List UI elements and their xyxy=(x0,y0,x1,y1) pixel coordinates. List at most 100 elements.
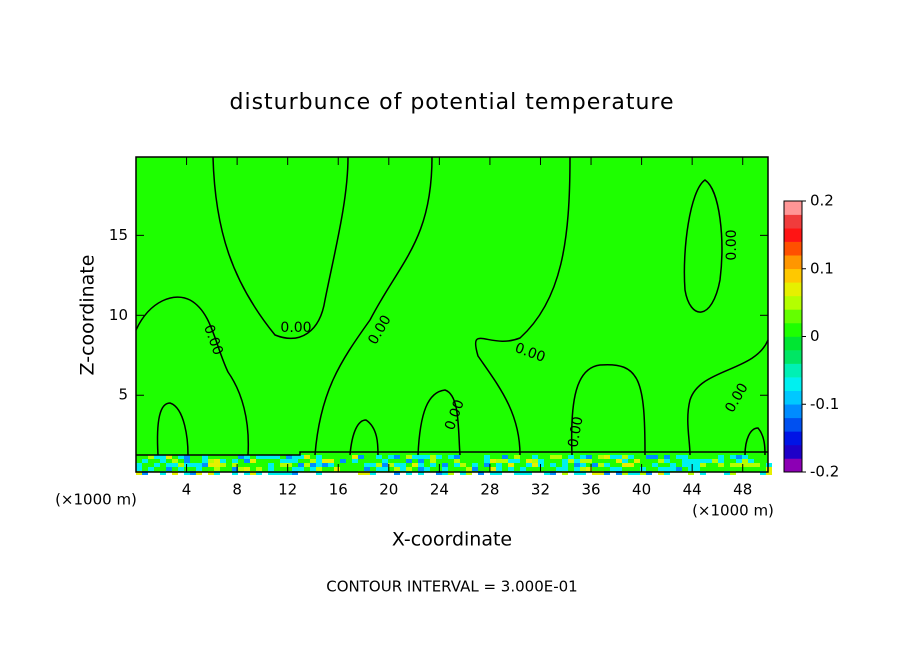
field-cell xyxy=(268,471,274,475)
colorbar-cell xyxy=(784,336,802,351)
field-cell xyxy=(622,463,628,467)
field-cell xyxy=(676,467,682,471)
field-cell xyxy=(472,463,478,467)
field-cell xyxy=(442,471,448,475)
contour-label: 0.00 xyxy=(280,320,311,336)
field-cell xyxy=(598,471,604,475)
field-cell xyxy=(196,463,202,467)
field-cell xyxy=(256,467,262,471)
field-cell xyxy=(658,467,664,471)
field-cell xyxy=(358,455,364,459)
field-cell xyxy=(754,463,760,467)
field-cell xyxy=(244,471,250,475)
field-cell xyxy=(466,471,472,475)
colorbar-cell xyxy=(784,309,802,324)
field-cell xyxy=(616,471,622,475)
field-cell xyxy=(460,471,466,475)
field-cell xyxy=(292,459,298,463)
field-cell xyxy=(160,459,166,463)
field-cell xyxy=(490,459,496,463)
field-cell xyxy=(292,467,298,471)
field-cell xyxy=(178,455,184,459)
contour-line xyxy=(212,156,349,340)
field-cell xyxy=(178,463,184,467)
field-cell xyxy=(688,471,694,475)
field-cell xyxy=(160,455,166,459)
field-cell xyxy=(532,463,538,467)
field-cell xyxy=(202,459,208,463)
field-cell xyxy=(574,471,580,475)
field-cell xyxy=(418,471,424,475)
field-cell xyxy=(658,459,664,463)
field-cell xyxy=(316,455,322,459)
field-cell xyxy=(610,455,616,459)
colorbar-cell xyxy=(784,201,802,215)
field-cell xyxy=(682,463,688,467)
field-cell xyxy=(580,459,586,463)
field-cell xyxy=(730,455,736,459)
field-cell xyxy=(274,471,280,475)
chart-title: disturbunce of potential temperature xyxy=(230,90,675,115)
contour-line xyxy=(156,402,189,456)
field-cell xyxy=(202,455,208,459)
field-cell xyxy=(214,463,220,467)
field-cell xyxy=(184,459,190,463)
field-cell xyxy=(640,471,646,475)
field-cell xyxy=(526,459,532,463)
field-cell xyxy=(274,455,280,459)
contour-line xyxy=(570,363,646,456)
field-cell xyxy=(562,471,568,475)
field-cell xyxy=(304,463,310,467)
field-cell xyxy=(484,459,490,463)
field-cell xyxy=(580,471,586,475)
field-cell xyxy=(484,463,490,467)
field-cell xyxy=(196,471,202,475)
field-cell xyxy=(610,467,616,471)
field-cell xyxy=(670,467,676,471)
field-cell xyxy=(736,463,742,467)
colorbar-cell xyxy=(784,322,802,337)
field-cell xyxy=(256,471,262,475)
x-tick-label: 8 xyxy=(232,481,242,499)
colorbar-cell xyxy=(784,390,802,405)
colorbar-cell xyxy=(784,350,802,364)
field-cell xyxy=(508,459,514,463)
field-cell xyxy=(334,467,340,471)
field-cell xyxy=(604,455,610,459)
field-cell xyxy=(742,459,748,463)
field-cell xyxy=(370,471,376,475)
field-cell xyxy=(484,455,490,459)
field-cell xyxy=(220,459,226,463)
field-cell xyxy=(580,463,586,467)
field-cell xyxy=(718,459,724,463)
field-cell xyxy=(208,463,214,467)
field-cell xyxy=(616,455,622,459)
field-cell xyxy=(742,455,748,459)
y-tick-label: 5 xyxy=(118,386,128,404)
field-cell xyxy=(586,467,592,471)
field-cell xyxy=(142,459,148,463)
field-cell xyxy=(622,471,628,475)
field-cell xyxy=(364,463,370,467)
field-cell xyxy=(424,467,430,471)
field-cell xyxy=(514,459,520,463)
field-cell xyxy=(526,471,532,475)
colorbar-cell xyxy=(784,241,802,256)
field-cell xyxy=(478,471,484,475)
field-cell xyxy=(238,455,244,459)
field-cell xyxy=(466,467,472,471)
field-cell xyxy=(376,455,382,459)
field-cell xyxy=(304,455,310,459)
field-cell xyxy=(538,463,544,467)
field-cell xyxy=(436,455,442,459)
field-cell xyxy=(244,455,250,459)
contour-line xyxy=(314,156,433,456)
field-cell xyxy=(628,471,634,475)
field-cell xyxy=(214,471,220,475)
contour-line xyxy=(683,179,723,313)
field-cell xyxy=(664,459,670,463)
field-cell xyxy=(412,463,418,467)
field-cell xyxy=(430,459,436,463)
x-tick-label: 44 xyxy=(683,481,702,499)
field-cell xyxy=(298,467,304,471)
